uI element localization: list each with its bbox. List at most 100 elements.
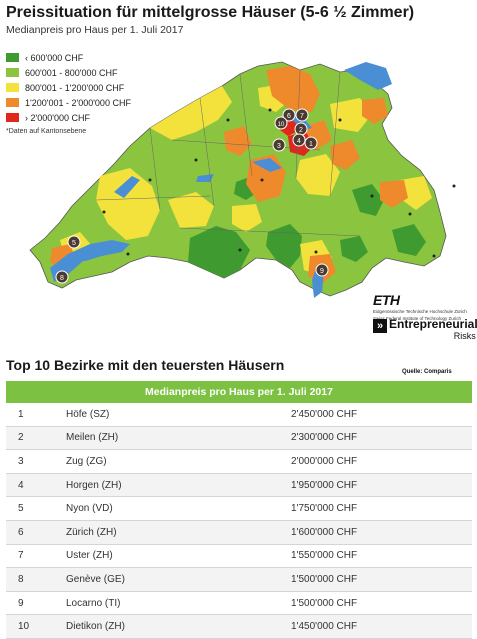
- rank-cell: 10: [18, 621, 30, 633]
- legend-item: 1'200'001 - 2'000'000 CHF: [6, 95, 131, 110]
- table-body: 1 Höfe (SZ) 2'450'000 CHF 2 Meilen (ZH) 2'30…: [6, 403, 472, 639]
- eth-logo-block: ETH Eidgenössische Technische Hochschule…: [373, 292, 477, 321]
- page-subtitle: Medianpreis pro Haus per 1. Juli 2017: [6, 24, 184, 36]
- district-cell: Nyon (VD): [66, 503, 113, 515]
- svg-text:7: 7: [300, 113, 304, 120]
- legend-swatch: [6, 113, 19, 122]
- eth-subtitle: Swiss Federal Institute of Technology Zu…: [373, 315, 461, 321]
- table-row: 1 Höfe (SZ) 2'450'000 CHF: [6, 403, 472, 427]
- svg-text:2: 2: [299, 127, 303, 134]
- legend-item: 600'001 - 800'000 CHF: [6, 65, 131, 80]
- lake-lucerne: [252, 158, 282, 172]
- svg-text:4: 4: [297, 138, 301, 145]
- legend-label: ‹ 600'000 CHF: [25, 52, 84, 63]
- svg-text:6: 6: [287, 113, 291, 120]
- table-row: 4 Horgen (ZH) 1'950'000 CHF: [6, 473, 472, 498]
- er-logo-icon: »: [373, 319, 387, 333]
- district-cell: Uster (ZH): [66, 550, 113, 562]
- rank-cell: 6: [18, 526, 24, 538]
- capital-dots: [102, 108, 456, 258]
- region-orange: [380, 180, 408, 208]
- table-row: 3 Zug (ZG) 2'000'000 CHF: [6, 450, 472, 474]
- legend-item: › 2'000'000 CHF: [6, 110, 131, 125]
- price-cell: 1'500'000 CHF: [291, 597, 358, 609]
- region-dark-green: [392, 224, 426, 256]
- legend-item: ‹ 600'000 CHF: [6, 50, 131, 65]
- pin-7[interactable]: 7: [295, 108, 309, 122]
- price-cell: 2'300'000 CHF: [291, 432, 358, 444]
- price-cell: 1'500'000 CHF: [291, 573, 358, 585]
- lake-constance: [344, 62, 392, 90]
- region-yellow: [168, 192, 214, 228]
- table-row: 7 Uster (ZH) 1'550'000 CHF: [6, 544, 472, 569]
- switzerland-map: 1 2 3 4 5 6 7 8 9 10: [29, 61, 456, 298]
- district-cell: Zürich (ZH): [66, 526, 117, 538]
- rank-cell: 2: [18, 432, 24, 444]
- region-dark-green: [188, 226, 250, 278]
- lake-geneva: [50, 240, 130, 282]
- rank-cell: 7: [18, 550, 24, 562]
- legend-item: 800'001 - 1'200'000 CHF: [6, 80, 131, 95]
- svg-text:10: 10: [278, 122, 285, 128]
- page-title: Preissituation für mittelgrosse Häuser (…: [6, 4, 415, 21]
- table-row: 8 Genève (GE) 1'500'000 CHF: [6, 568, 472, 592]
- region-orange: [362, 98, 388, 124]
- pin-2[interactable]: 2: [294, 122, 308, 136]
- district-cell: Locarno (TI): [66, 597, 121, 609]
- rank-cell: 4: [18, 479, 24, 491]
- district-cell: Horgen (ZH): [66, 479, 122, 491]
- svg-text:5: 5: [72, 240, 76, 247]
- table-row: 5 Nyon (VD) 1'750'000 CHF: [6, 497, 472, 521]
- legend-footnote: *Daten auf Kantonsebene: [6, 128, 87, 135]
- table-row: 6 Zürich (ZH) 1'600'000 CHF: [6, 520, 472, 545]
- rank-cell: 5: [18, 503, 24, 515]
- legend-swatch: [6, 98, 19, 107]
- table-header: Medianpreis pro Haus per 1. Juli 2017: [6, 381, 472, 403]
- map-legend: ‹ 600'000 CHF 600'001 - 800'000 CHF 800'…: [6, 50, 131, 125]
- er-logo-risks: Risks: [453, 331, 476, 341]
- region-dark-green: [352, 184, 384, 216]
- region-yellow: [232, 204, 262, 232]
- legend-swatch: [6, 53, 19, 62]
- price-cell: 1'950'000 CHF: [291, 479, 358, 491]
- table-row: 2 Meilen (ZH) 2'300'000 CHF: [6, 426, 472, 451]
- region-orange: [266, 66, 320, 112]
- region-yellow: [400, 176, 432, 210]
- price-cell: 2'450'000 CHF: [291, 408, 358, 420]
- lake-neuchatel: [114, 176, 140, 198]
- top10-title: Top 10 Bezirke mit den teuersten Häusern: [6, 357, 285, 373]
- rank-cell: 9: [18, 597, 24, 609]
- pin-3[interactable]: 3: [272, 138, 286, 152]
- source-label: Quelle: Comparis: [402, 369, 452, 375]
- er-logo-name: Entrepreneurial: [389, 317, 477, 331]
- region-orange: [224, 126, 252, 156]
- legend-label: 800'001 - 1'200'000 CHF: [25, 82, 125, 93]
- region-yellow: [296, 154, 340, 196]
- pin-10[interactable]: 10: [274, 116, 288, 130]
- rank-cell: 3: [18, 455, 24, 467]
- pin-9[interactable]: 9: [315, 263, 329, 277]
- svg-text:1: 1: [309, 141, 313, 148]
- svg-text:9: 9: [320, 268, 324, 275]
- legend-label: 1'200'001 - 2'000'000 CHF: [25, 97, 131, 108]
- district-cell: Zug (ZG): [66, 455, 107, 467]
- svg-text:3: 3: [277, 143, 281, 150]
- legend-label: › 2'000'000 CHF: [25, 112, 90, 123]
- pin-4[interactable]: 4: [292, 133, 306, 147]
- rank-cell: 1: [18, 408, 24, 420]
- district-cell: Meilen (ZH): [66, 432, 119, 444]
- rank-cell: 8: [18, 573, 24, 585]
- pin-1[interactable]: 1: [304, 136, 318, 150]
- pin-6[interactable]: 6: [282, 108, 296, 122]
- price-cell: 2'000'000 CHF: [291, 455, 358, 467]
- region-yellow: [150, 86, 232, 140]
- pin-8[interactable]: 8: [55, 270, 69, 284]
- svg-text:8: 8: [60, 275, 64, 282]
- legend-swatch: [6, 83, 19, 92]
- price-cell: 1'600'000 CHF: [291, 526, 358, 538]
- legend-label: 600'001 - 800'000 CHF: [25, 67, 118, 78]
- price-cell: 1'750'000 CHF: [291, 503, 358, 515]
- table-row: 10 Dietikon (ZH) 1'450'000 CHF: [6, 615, 472, 639]
- eth-subtitle: Eidgenössische Technische Hochschule Zür…: [373, 309, 467, 314]
- pin-5[interactable]: 5: [67, 235, 81, 249]
